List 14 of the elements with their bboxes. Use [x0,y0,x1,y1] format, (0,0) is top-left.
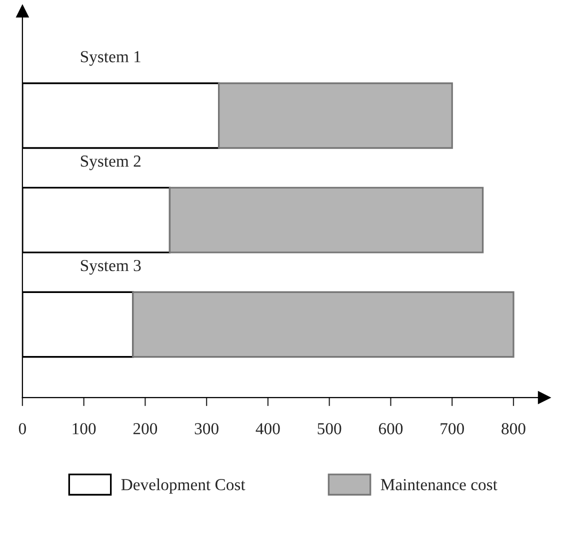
y-tick-label: System 3 [80,260,141,275]
legend-label: Maintenance cost [380,479,498,490]
x-tick-label: 0 [18,423,26,434]
legend-label: Development Cost [121,478,246,494]
x-tick-label: 100 [72,423,96,434]
x-tick-label: 200 [133,423,158,434]
x-tick-label: 500 [318,423,342,434]
y-tick-label: System 2 [80,156,140,170]
x-tick-label: 600 [378,423,403,434]
x-tick-label: 700 [440,423,464,434]
x-tick-label: 400 [256,423,280,434]
x-tick-label: 300 [194,423,218,434]
y-tick-label: System 1 [80,51,140,66]
x-tick-label: 800 [502,423,526,434]
